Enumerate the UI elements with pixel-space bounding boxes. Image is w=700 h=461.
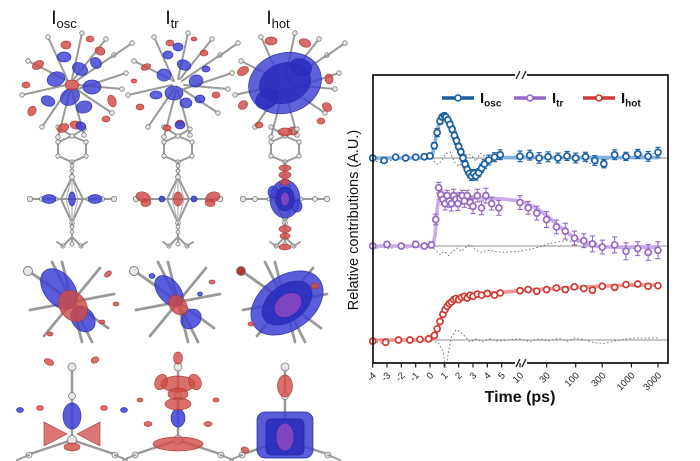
side-view-isosurface-hot [239,124,331,251]
chart-series-osc [368,111,668,182]
metal-center-closeup-tr [129,260,222,344]
fit-line-hot [370,283,660,342]
x-tick-label: 300 [589,370,608,389]
legend-item-osc: Iosc [442,90,502,110]
axis-break-mark [515,358,527,368]
x-tick-label: 10 [511,370,526,385]
fit-line-osc [370,114,660,177]
molecule-column-hot: Ihot [229,8,348,461]
legend-label-hot: Ihot [621,90,641,110]
legend-item-hot: Ihot [583,90,641,110]
isosurface-panel: Iosc Itr Ihot [16,8,348,461]
x-tick-label: 0 [425,370,437,382]
data-points-tr [368,183,662,257]
side-view-isosurface-tr [132,120,224,249]
x-tick-label: -3 [379,370,393,384]
data-points-hot [368,280,662,347]
x-tick-label: 5 [496,370,508,382]
column-label-hot: Ihot [266,8,290,31]
chart-series-hot [368,280,668,369]
x-tick-label: -1 [408,370,422,384]
legend: Iosc Itr Ihot [442,90,641,110]
x-tick-label: 1000 [615,370,638,393]
legend-marker-osc [454,94,462,102]
molecule-column-osc: Iosc [16,8,135,461]
error-bars-osc [370,112,661,182]
x-axis-label: Time (ps) [485,389,556,406]
legend-marker-tr [526,94,534,102]
x-tick-label: 30 [537,370,552,385]
legend-label-tr: Itr [552,90,564,110]
metal-center-closeup-osc [23,260,120,344]
side-view-isosurface-osc [26,121,118,249]
x-tick-label: -4 [365,370,379,384]
x-tick-label: 3000 [641,370,664,393]
column-label-osc: Iosc [51,8,77,31]
column-label-tr: Itr [165,8,179,31]
x-tick-label: 2 [453,370,465,382]
legend-label-osc: Iosc [480,90,502,110]
molecule-column-tr: Itr [122,8,241,461]
plot-border [372,74,669,364]
legend-marker-hot [595,94,603,102]
axis-break-mark [515,70,527,80]
chart-series-tr [368,181,668,261]
axial-view-isosurface-hot [229,362,341,461]
axial-view-isosurface-tr [122,351,234,461]
y-axis-label: Relative contributions (A.U.) [346,130,362,311]
cluster-isosurface-hot [232,30,348,140]
x-tick-label: -2 [394,370,408,384]
x-tick-label: 4 [482,370,494,382]
fit-line-tr [370,191,660,249]
x-tick-label: 1 [439,370,451,382]
metal-center-closeup-hot [236,260,329,344]
data-points-osc [368,111,662,180]
axial-view-isosurface-osc [16,356,128,461]
legend-item-tr: Itr [514,90,564,110]
x-tick-label: 100 [563,370,582,389]
x-tick-label: 3 [468,370,480,382]
